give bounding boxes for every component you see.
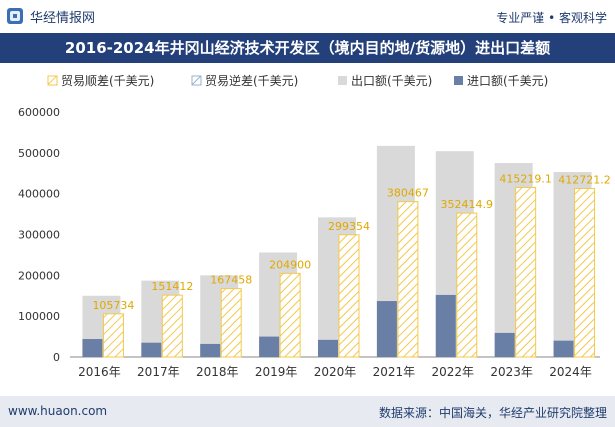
surplus-data-label: 415219.1 <box>499 172 552 185</box>
x-tick-label: 2021年 <box>373 365 416 379</box>
x-tick-label: 2023年 <box>490 365 533 379</box>
chart: 贸易顺差(千美元) 贸易逆差(千美元) 出口额(千美元) 进口额(千美元) 0 1000… <box>18 73 611 379</box>
y-tick-label: 0 <box>53 351 60 364</box>
footer-source: 数据来源：中国海关，华经产业研究院整理 <box>378 406 607 420</box>
x-tick-label: 2020年 <box>314 365 357 379</box>
import-bar <box>200 343 221 357</box>
bars: 105734 151412 167458 204900 299354 380467 3524… <box>82 145 611 358</box>
legend-label-1: 贸易顺差(千美元) <box>61 74 154 88</box>
brand-name: 华经情报网 <box>30 10 96 26</box>
legend-label-2: 贸易逆差(千美元) <box>205 73 298 88</box>
y-tick-label: 400000 <box>18 188 60 201</box>
surplus-data-label: 167458 <box>210 274 252 287</box>
surplus-bar <box>220 288 242 358</box>
footer: www.huaon.com 数据来源：中国海关，华经产业研究院整理 <box>0 396 615 427</box>
top-bar: 华经情报网 专业严谨 • 客观科学 <box>0 0 615 32</box>
import-bar <box>318 339 338 357</box>
x-tick-label: 2016年 <box>78 365 121 379</box>
surplus-bar <box>338 234 360 358</box>
legend-label-3: 出口额(千美元) <box>351 74 432 88</box>
legend-swatch-3 <box>338 76 347 85</box>
surplus-bar <box>279 272 301 358</box>
surplus-data-label: 352414.9 <box>441 198 494 211</box>
y-tick-label: 300000 <box>18 229 60 242</box>
x-tick-label: 2019年 <box>255 365 298 379</box>
surplus-data-label: 299354 <box>328 220 370 233</box>
chart-title: 2016-2024年井冈山经济技术开发区（境内目的地/货源地）进出口差额 <box>0 33 615 63</box>
surplus-data-label: 105734 <box>92 299 134 312</box>
x-tick-label: 2017年 <box>137 365 180 379</box>
import-bar <box>494 332 515 357</box>
y-tick-label: 500000 <box>18 147 60 160</box>
surplus-data-label: 151412 <box>151 280 193 293</box>
surplus-bar <box>102 313 124 358</box>
import-bar <box>141 342 162 357</box>
legend-swatch-2 <box>191 75 202 86</box>
import-bar <box>82 339 103 357</box>
y-tick-label: 200000 <box>18 269 60 282</box>
brand: 华经情报网 <box>6 6 95 26</box>
legend: 贸易顺差(千美元) 贸易逆差(千美元) 出口额(千美元) 进口额(千美元) <box>47 73 548 88</box>
legend-label-4: 进口额(千美元) <box>467 74 548 88</box>
legend-swatch-1 <box>47 75 58 86</box>
import-bar <box>376 301 397 357</box>
x-tick-label: 2018年 <box>196 365 239 379</box>
y-tick-label: 600000 <box>18 106 60 119</box>
surplus-bar <box>574 187 596 358</box>
x-tick-label: 2022年 <box>432 365 475 379</box>
x-tick-label: 2024年 <box>549 365 592 379</box>
import-bar <box>259 336 280 357</box>
surplus-data-label: 380467 <box>387 187 429 200</box>
surplus-bar <box>161 294 183 358</box>
footer-url: www.huaon.com <box>8 404 108 418</box>
surplus-bar <box>397 201 419 358</box>
huajing-logo-icon <box>7 8 23 24</box>
surplus-data-label: 412721.2 <box>558 173 611 186</box>
surplus-bar <box>515 186 537 358</box>
x-axis: 2016年 2017年 2018年 2019年 2020年 2021年 2022年 2023年… <box>78 365 592 379</box>
import-bar <box>553 340 574 357</box>
slogan: 专业严谨 • 客观科学 <box>496 11 607 25</box>
legend-swatch-4 <box>454 76 463 85</box>
surplus-data-label: 204900 <box>269 258 311 271</box>
surplus-bar <box>456 212 478 358</box>
import-bar <box>435 294 456 357</box>
y-tick-label: 100000 <box>18 310 60 323</box>
